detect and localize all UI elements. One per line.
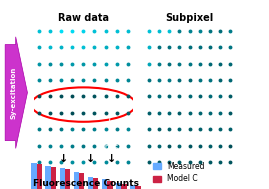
Legend: Measured, Model C: Measured, Model C xyxy=(153,162,204,183)
Bar xyxy=(135,186,141,189)
Title: Subpixel: Subpixel xyxy=(165,13,214,23)
Bar xyxy=(130,185,135,189)
Title: Raw data: Raw data xyxy=(58,13,109,23)
Bar xyxy=(121,184,127,189)
Bar xyxy=(74,172,79,189)
FancyArrow shape xyxy=(5,37,27,148)
Bar xyxy=(51,167,56,189)
Bar xyxy=(65,169,70,189)
Bar xyxy=(60,168,65,189)
Bar xyxy=(45,166,51,189)
Text: ↓: ↓ xyxy=(86,154,95,164)
Text: Fluorescence Counts: Fluorescence Counts xyxy=(33,179,139,188)
Bar xyxy=(79,173,84,189)
Bar xyxy=(116,183,121,189)
Bar xyxy=(107,180,112,189)
Text: Sy-excitation: Sy-excitation xyxy=(10,67,16,119)
Bar xyxy=(93,178,98,189)
Text: ↓: ↓ xyxy=(59,154,68,164)
Bar xyxy=(88,177,93,189)
Text: ↓: ↓ xyxy=(107,154,116,164)
Bar xyxy=(102,180,107,189)
Text: Shaded
zones: Shaded zones xyxy=(93,108,122,152)
Bar xyxy=(31,163,37,189)
Bar xyxy=(37,164,42,189)
